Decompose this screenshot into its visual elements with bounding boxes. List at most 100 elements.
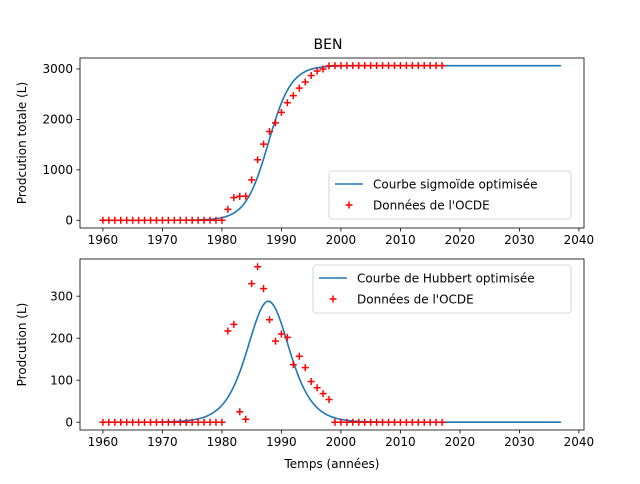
data-point-marker bbox=[182, 418, 190, 426]
data-point-marker bbox=[313, 384, 321, 392]
data-point-marker bbox=[135, 418, 143, 426]
data-point-marker bbox=[224, 205, 232, 213]
x-tick-label: 2020 bbox=[445, 435, 476, 449]
data-point-marker bbox=[170, 418, 178, 426]
data-point-marker bbox=[361, 62, 369, 70]
fitted-curve-line bbox=[102, 300, 562, 424]
data-point-marker bbox=[111, 418, 119, 426]
data-point-marker bbox=[408, 62, 416, 70]
data-point-marker bbox=[147, 418, 155, 426]
data-point-marker bbox=[182, 216, 190, 224]
data-point-marker bbox=[390, 418, 398, 426]
top-chart-sigmoid: 1960 1970 1980 1990 2000 2010 2020 2030 2040 0 100… bbox=[15, 57, 595, 247]
data-point-marker bbox=[301, 78, 309, 86]
data-point-marker bbox=[254, 156, 262, 164]
data-point-marker bbox=[361, 418, 369, 426]
legend-box bbox=[328, 170, 572, 220]
legend-entry-label: Données de l'OCDE bbox=[373, 199, 490, 213]
x-tick-label: 2000 bbox=[326, 233, 357, 247]
legend: Courbe sigmoïde optimisée Données de l'OC… bbox=[328, 170, 572, 220]
legend-entry-label: Données de l'OCDE bbox=[357, 293, 474, 307]
data-point-marker bbox=[194, 418, 202, 426]
data-point-marker bbox=[105, 418, 113, 426]
data-point-marker bbox=[188, 216, 196, 224]
x-tick-label: 1990 bbox=[266, 233, 297, 247]
x-tick-label: 2040 bbox=[564, 435, 595, 449]
data-point-marker bbox=[396, 62, 404, 70]
data-point-marker bbox=[295, 84, 303, 92]
bottom-chart-hubbert: 1960 1970 1980 1990 2000 2010 2020 2030 2040 0 100… bbox=[15, 258, 595, 471]
data-point-marker bbox=[129, 418, 137, 426]
data-point-marker bbox=[373, 62, 381, 70]
data-point-marker bbox=[414, 418, 422, 426]
data-point-marker bbox=[117, 418, 125, 426]
data-point-marker bbox=[283, 99, 291, 107]
data-point-marker bbox=[271, 119, 279, 127]
y-tick-label: 0 bbox=[65, 416, 73, 430]
data-point-marker bbox=[141, 216, 149, 224]
data-point-marker bbox=[379, 418, 387, 426]
data-point-marker bbox=[99, 216, 107, 224]
data-point-marker bbox=[349, 62, 357, 70]
data-point-marker bbox=[426, 418, 434, 426]
data-point-marker bbox=[337, 418, 345, 426]
data-point-marker bbox=[355, 62, 363, 70]
data-point-marker bbox=[367, 418, 375, 426]
axes-frame bbox=[79, 57, 585, 229]
legend-entry-label: Courbe sigmoïde optimisée bbox=[373, 178, 538, 192]
data-point-marker bbox=[283, 333, 291, 341]
data-point-marker bbox=[385, 62, 393, 70]
data-point-marker bbox=[331, 418, 339, 426]
data-point-marker bbox=[164, 216, 172, 224]
data-point-marker bbox=[248, 176, 256, 184]
data-point-marker bbox=[432, 418, 440, 426]
x-axis-label: Temps (années) bbox=[284, 457, 380, 471]
data-point-marker bbox=[105, 216, 113, 224]
data-point-marker bbox=[230, 194, 238, 202]
data-point-marker bbox=[420, 62, 428, 70]
data-point-marker bbox=[111, 216, 119, 224]
data-point-marker bbox=[402, 418, 410, 426]
data-point-marker bbox=[289, 361, 297, 369]
data-point-marker bbox=[260, 140, 268, 148]
x-tick-label: 1980 bbox=[207, 233, 238, 247]
legend-box bbox=[312, 264, 572, 314]
x-tick-label: 1980 bbox=[207, 435, 238, 449]
data-point-marker bbox=[390, 62, 398, 70]
y-tick-label: 100 bbox=[50, 374, 73, 388]
data-point-marker bbox=[176, 216, 184, 224]
data-point-marker bbox=[355, 418, 363, 426]
data-point-marker bbox=[277, 108, 285, 116]
data-point-marker bbox=[158, 418, 166, 426]
legend-marker-swatch bbox=[329, 295, 337, 303]
data-point-marker bbox=[260, 285, 268, 293]
data-point-marker bbox=[343, 62, 351, 70]
x-tick-label: 2040 bbox=[564, 233, 595, 247]
data-point-marker bbox=[248, 280, 256, 288]
data-point-marker bbox=[123, 216, 131, 224]
x-tick-label: 1970 bbox=[147, 435, 178, 449]
y-tick-label: 3000 bbox=[42, 62, 73, 76]
data-point-marker bbox=[188, 418, 196, 426]
data-point-marker bbox=[218, 418, 226, 426]
data-point-marker bbox=[337, 62, 345, 70]
y-axis-label: Prodcution (L) bbox=[15, 303, 29, 387]
data-point-marker bbox=[266, 316, 274, 324]
data-point-marker bbox=[438, 62, 446, 70]
data-point-marker bbox=[331, 62, 339, 70]
data-point-marker bbox=[414, 62, 422, 70]
data-point-marker bbox=[438, 418, 446, 426]
data-point-marker bbox=[319, 65, 327, 73]
data-point-marker bbox=[325, 62, 333, 70]
data-point-marker bbox=[325, 396, 333, 404]
data-point-marker bbox=[206, 418, 214, 426]
legend-entry-label: Courbe de Hubbert optimisée bbox=[357, 272, 535, 286]
data-point-marker bbox=[152, 418, 160, 426]
data-point-marker bbox=[152, 216, 160, 224]
data-point-marker bbox=[218, 216, 226, 224]
data-point-marker bbox=[349, 418, 357, 426]
data-point-marker bbox=[432, 62, 440, 70]
x-tick-label: 2000 bbox=[326, 435, 357, 449]
data-point-marker bbox=[236, 408, 244, 416]
